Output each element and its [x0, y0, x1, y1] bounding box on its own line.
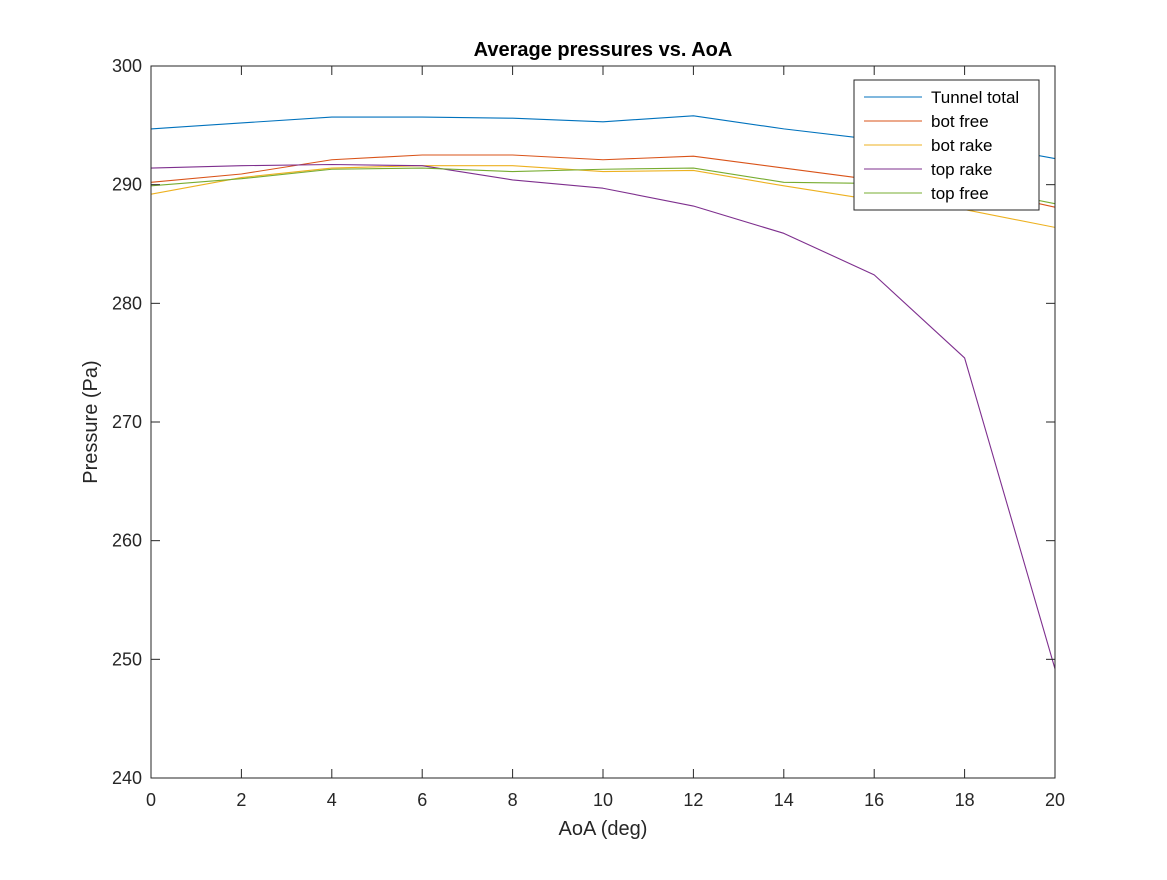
- legend-entry-label: bot free: [931, 112, 989, 131]
- x-axis-label: AoA (deg): [559, 818, 648, 840]
- x-tick-label: 14: [774, 790, 794, 810]
- x-tick-label: 8: [508, 790, 518, 810]
- y-tick-label: 240: [112, 768, 142, 788]
- y-tick-label: 280: [112, 293, 142, 313]
- x-tick-label: 18: [955, 790, 975, 810]
- legend: Tunnel total bot free bot rake top rake top …: [853, 79, 1040, 211]
- legend-entry-label: Tunnel total: [931, 88, 1019, 107]
- x-tick-label: 6: [417, 790, 427, 810]
- x-tick-label: 12: [683, 790, 703, 810]
- chart-title: Average pressures vs. AoA: [474, 39, 733, 61]
- y-tick-label: 290: [112, 175, 142, 195]
- x-tick-label: 16: [864, 790, 884, 810]
- legend-entry-label: top free: [931, 184, 989, 203]
- x-tick-label: 4: [327, 790, 337, 810]
- x-tick-label: 20: [1045, 790, 1065, 810]
- y-tick-label: 300: [112, 56, 142, 76]
- x-tick-label: 0: [146, 790, 156, 810]
- y-tick-label: 250: [112, 649, 142, 669]
- y-tick-label: 260: [112, 531, 142, 551]
- y-axis-label: Pressure (Pa): [80, 360, 102, 483]
- legend-entry-label: bot rake: [931, 136, 992, 155]
- y-tick-label: 270: [112, 412, 142, 432]
- legend-entry-label: top rake: [931, 160, 992, 179]
- x-tick-label: 2: [236, 790, 246, 810]
- series-line-4: [151, 163, 1055, 669]
- x-tick-label: 10: [593, 790, 613, 810]
